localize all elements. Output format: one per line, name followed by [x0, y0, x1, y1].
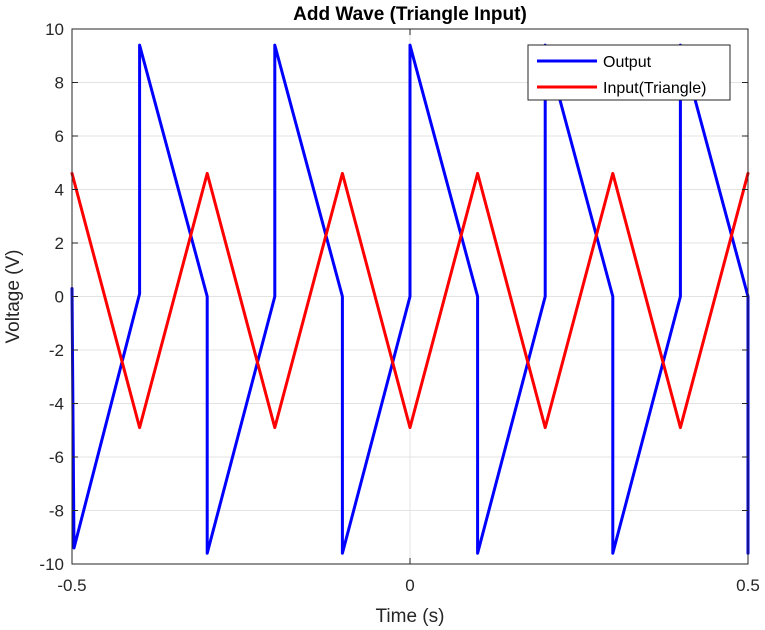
plot-lines — [70, 43, 750, 555]
y-tick-label: 6 — [55, 127, 64, 146]
y-tick-label: -10 — [39, 555, 64, 574]
y-tick-label: -8 — [49, 502, 64, 521]
x-tick-label: -0.5 — [57, 576, 86, 595]
x-axis-label: Time (s) — [376, 606, 445, 627]
legend: Output Input(Triangle) — [527, 44, 731, 101]
chart-title: Add Wave (Triangle Input) — [293, 4, 527, 25]
y-tick-label: 4 — [55, 181, 64, 200]
y-axis-label: Voltage (V) — [3, 250, 24, 344]
y-tick-label: 2 — [55, 234, 64, 253]
series-line-input — [70, 171, 750, 430]
legend-label-output: Output — [603, 54, 652, 71]
x-tick-label: 0.5 — [736, 576, 760, 595]
series-line-output — [70, 43, 750, 555]
x-tick-label: 0 — [405, 576, 414, 595]
y-tick-label: 8 — [55, 74, 64, 93]
y-tick-label: -2 — [49, 341, 64, 360]
y-tick-label: -4 — [49, 395, 64, 414]
legend-box — [527, 44, 731, 101]
y-tick-label: 10 — [45, 20, 64, 39]
axis-ticks: -10 -8 -6 -4 -2 0 2 4 6 8 10 -0.5 0 0.5 — [39, 20, 759, 595]
legend-label-input: Input(Triangle) — [603, 80, 706, 97]
y-tick-label: 0 — [55, 288, 64, 307]
y-tick-label: -6 — [49, 448, 64, 467]
